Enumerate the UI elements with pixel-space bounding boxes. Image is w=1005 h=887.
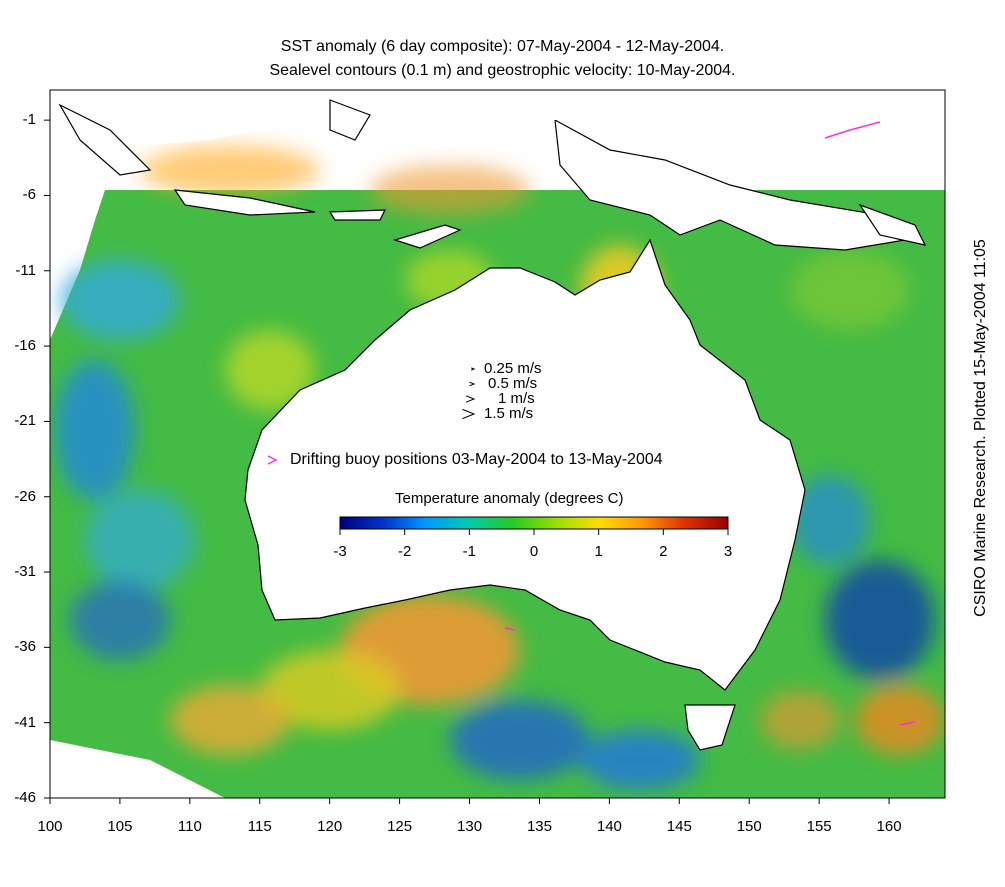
lat-tick-label: -36 — [14, 638, 36, 656]
new-guinea — [554, 118, 907, 251]
lat-tick-label: -46 — [14, 789, 36, 806]
colorbar-tick-label: 1 — [594, 543, 603, 560]
celebes-island — [329, 99, 371, 141]
velocity-arrow — [465, 395, 476, 403]
lon-tick-label: 130 — [457, 818, 483, 835]
credit-vertical-text: CSIRO Marine Research. Plotted 15-May-20… — [972, 239, 989, 617]
velocity-legend-label: 0.5 m/s — [488, 375, 538, 392]
lon-tick-label: 115 — [247, 818, 272, 835]
sumbawa-island — [328, 209, 386, 221]
lon-tick-label: 120 — [317, 818, 343, 835]
velocity-arrow — [469, 381, 476, 387]
solomon-islands — [858, 203, 927, 246]
colorbar-tick-label: -2 — [397, 543, 412, 560]
lat-tick-label: -41 — [14, 713, 36, 731]
velocity-arrow — [462, 408, 476, 420]
lon-tick-label: 150 — [736, 818, 762, 835]
lon-tick-label: 125 — [387, 818, 413, 835]
timor-island — [392, 224, 462, 249]
lon-tick-label: 105 — [107, 818, 133, 835]
australia-landmass — [244, 238, 806, 691]
velocity-legend-label: 1.5 m/s — [484, 405, 534, 422]
lat-tick-label: -26 — [14, 487, 36, 505]
colorbar-tick-label: -3 — [333, 543, 347, 560]
colorbar-tick-label: 2 — [659, 543, 668, 560]
lat-tick-label: -21 — [14, 412, 36, 430]
lon-tick-label: 140 — [596, 818, 622, 835]
colorbar-tick-label: 3 — [723, 543, 733, 560]
colorbar-ticks — [339, 529, 729, 535]
lon-tick-label: 135 — [526, 818, 552, 835]
lon-tick-label: 160 — [876, 818, 902, 835]
lat-tick-label: -11 — [15, 261, 36, 279]
colorbar-tick-label: -1 — [462, 543, 476, 560]
sumatra-island — [58, 103, 152, 176]
colorbar — [339, 516, 729, 530]
buoy-legend-label: Drifting buoy positions 03-May-2004 to 1… — [290, 451, 663, 468]
lat-tick-label: -31 — [14, 563, 36, 581]
lat-tick-label: -1 — [22, 111, 36, 129]
velocity-arrow — [471, 367, 476, 371]
map-frame — [49, 89, 946, 799]
lon-tick-label: 110 — [177, 818, 202, 835]
colorbar-tick-label: 0 — [529, 543, 539, 560]
indonesia-north — [50, 90, 945, 150]
buoy-legend-marker — [267, 455, 278, 465]
colorbar-title: Temperature anomaly (degrees C) — [395, 490, 624, 507]
tasmania — [684, 704, 736, 751]
lon-tick-label: 155 — [806, 818, 832, 835]
map-title-line-2: Sealevel contours (0.1 m) and geostrophi… — [269, 62, 736, 79]
lon-tick-label: 145 — [666, 818, 692, 835]
velocity-legend-label: 0.25 m/s — [484, 360, 542, 377]
buoy-tracks — [504, 121, 916, 726]
land-masses — [50, 90, 945, 751]
lat-tick-label: -6 — [22, 186, 36, 204]
lon-tick-label: 100 — [37, 818, 63, 835]
velocity-legend-label: 1 m/s — [498, 390, 535, 407]
lat-tick-label: -16 — [14, 337, 36, 355]
map-title-line-1: SST anomaly (6 day composite): 07-May-20… — [280, 38, 725, 55]
java-island — [173, 189, 316, 216]
tick-marks — [44, 119, 890, 804]
velocity-legend-arrows — [462, 367, 476, 420]
